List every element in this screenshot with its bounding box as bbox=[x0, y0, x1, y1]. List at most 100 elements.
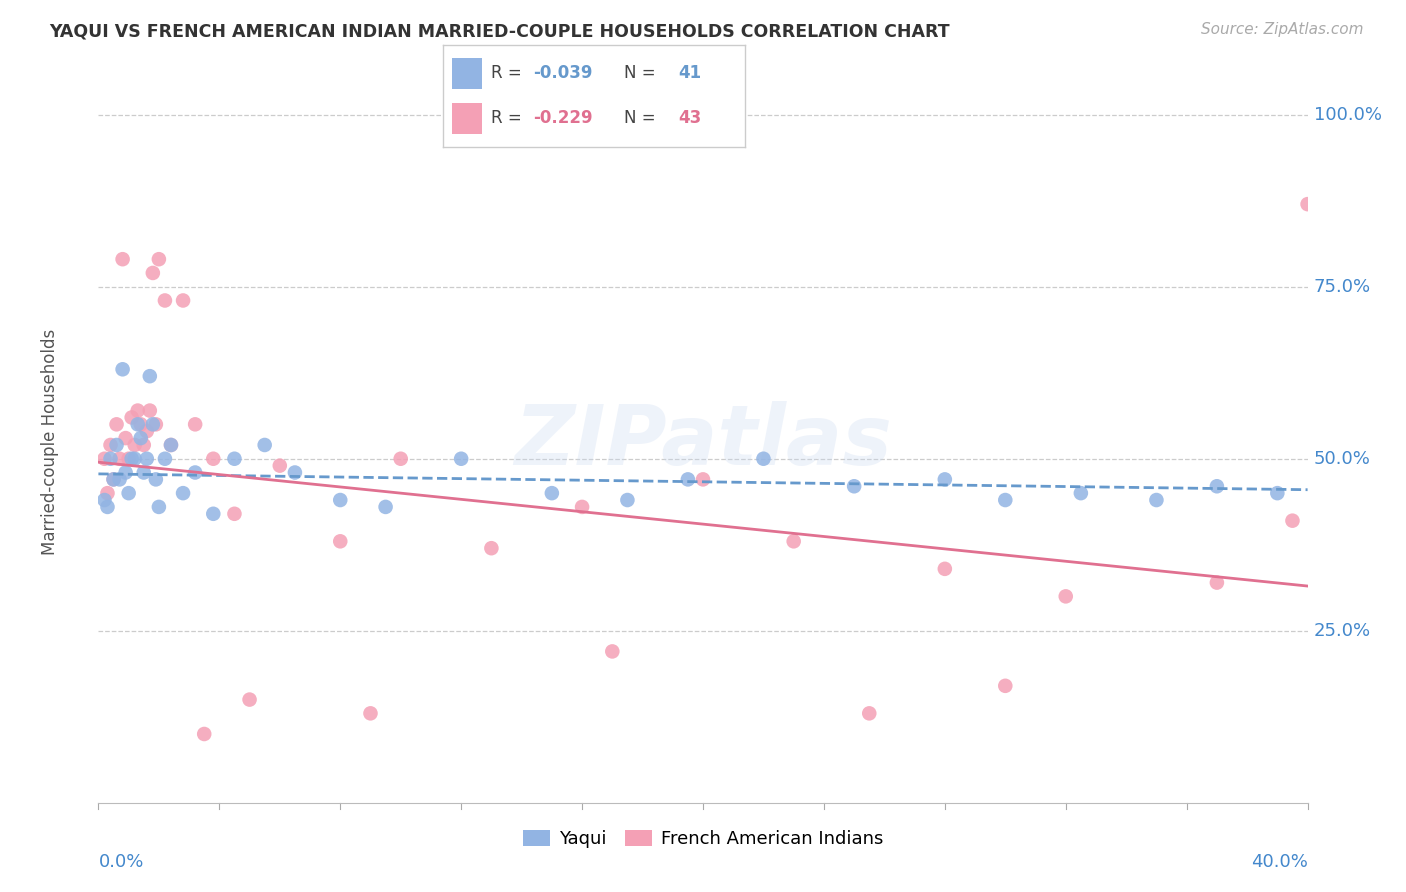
Point bbox=[1070, 486, 1092, 500]
Point bbox=[329, 493, 352, 508]
Text: Married-couple Households: Married-couple Households bbox=[41, 328, 59, 555]
Point bbox=[105, 417, 128, 432]
Text: N =: N = bbox=[624, 110, 661, 128]
Text: ZIPatlas: ZIPatlas bbox=[515, 401, 891, 482]
Point bbox=[602, 644, 624, 658]
Point bbox=[111, 252, 134, 267]
Point bbox=[100, 438, 122, 452]
Point bbox=[202, 507, 225, 521]
Point bbox=[676, 472, 699, 486]
Text: 25.0%: 25.0% bbox=[1313, 622, 1371, 640]
Point bbox=[103, 472, 125, 486]
Text: R =: R = bbox=[491, 110, 527, 128]
Point bbox=[127, 403, 149, 417]
Point bbox=[135, 451, 157, 466]
Point bbox=[692, 472, 714, 486]
Point bbox=[135, 424, 157, 438]
Point bbox=[571, 500, 593, 514]
Point bbox=[121, 451, 143, 466]
Point bbox=[145, 472, 167, 486]
Point bbox=[93, 451, 115, 466]
Bar bbox=[451, 58, 482, 88]
Text: 50.0%: 50.0% bbox=[1313, 450, 1371, 467]
Text: 43: 43 bbox=[679, 110, 702, 128]
Point bbox=[148, 252, 170, 267]
Point bbox=[124, 438, 146, 452]
Point bbox=[934, 562, 956, 576]
Point bbox=[184, 466, 207, 480]
Point bbox=[1206, 575, 1229, 590]
Point bbox=[1206, 479, 1229, 493]
Text: 41: 41 bbox=[679, 64, 702, 82]
Point bbox=[783, 534, 806, 549]
Point bbox=[103, 472, 125, 486]
Point bbox=[124, 451, 146, 466]
Point bbox=[114, 466, 136, 480]
Point bbox=[239, 692, 262, 706]
Point bbox=[224, 451, 246, 466]
Point bbox=[145, 417, 167, 432]
Point bbox=[139, 369, 162, 384]
Text: 40.0%: 40.0% bbox=[1251, 854, 1308, 871]
Point bbox=[994, 493, 1017, 508]
Point bbox=[284, 466, 307, 480]
Point bbox=[858, 706, 880, 721]
Point bbox=[172, 293, 194, 308]
Point bbox=[374, 500, 396, 514]
Point bbox=[172, 486, 194, 500]
Point bbox=[844, 479, 866, 493]
Point bbox=[193, 727, 215, 741]
Point bbox=[1054, 590, 1077, 604]
Point bbox=[934, 472, 956, 486]
Point bbox=[160, 438, 183, 452]
Point bbox=[994, 679, 1017, 693]
Point bbox=[184, 417, 207, 432]
Text: YAQUI VS FRENCH AMERICAN INDIAN MARRIED-COUPLE HOUSEHOLDS CORRELATION CHART: YAQUI VS FRENCH AMERICAN INDIAN MARRIED-… bbox=[49, 22, 950, 40]
Text: -0.039: -0.039 bbox=[534, 64, 593, 82]
Point bbox=[118, 451, 141, 466]
Point bbox=[108, 451, 131, 466]
Text: 100.0%: 100.0% bbox=[1313, 105, 1382, 124]
Point bbox=[752, 451, 775, 466]
Point bbox=[153, 451, 176, 466]
Point bbox=[202, 451, 225, 466]
Point bbox=[540, 486, 562, 500]
Point bbox=[329, 534, 352, 549]
Point bbox=[132, 438, 155, 452]
Point bbox=[253, 438, 276, 452]
Text: N =: N = bbox=[624, 64, 661, 82]
Point bbox=[114, 431, 136, 445]
Point bbox=[139, 403, 162, 417]
Point bbox=[108, 472, 131, 486]
Text: 75.0%: 75.0% bbox=[1313, 277, 1371, 296]
Point bbox=[96, 500, 118, 514]
Text: R =: R = bbox=[491, 64, 527, 82]
Text: Source: ZipAtlas.com: Source: ZipAtlas.com bbox=[1201, 22, 1364, 37]
Point bbox=[1281, 514, 1303, 528]
Point bbox=[121, 410, 143, 425]
Point bbox=[129, 417, 152, 432]
Point bbox=[1267, 486, 1289, 500]
Point bbox=[105, 438, 128, 452]
Point bbox=[224, 507, 246, 521]
Point bbox=[1296, 197, 1319, 211]
Point bbox=[93, 493, 115, 508]
Point bbox=[360, 706, 382, 721]
Point bbox=[450, 451, 472, 466]
Point bbox=[153, 293, 176, 308]
Point bbox=[127, 417, 149, 432]
Point bbox=[111, 362, 134, 376]
Bar bbox=[451, 103, 482, 134]
Point bbox=[96, 486, 118, 500]
Point bbox=[1144, 493, 1167, 508]
Point bbox=[129, 431, 152, 445]
Text: -0.229: -0.229 bbox=[534, 110, 593, 128]
Point bbox=[132, 466, 155, 480]
Point bbox=[616, 493, 638, 508]
Point bbox=[148, 500, 170, 514]
Point bbox=[100, 451, 122, 466]
Point bbox=[118, 486, 141, 500]
Point bbox=[389, 451, 412, 466]
Legend: Yaqui, French American Indians: Yaqui, French American Indians bbox=[516, 822, 890, 855]
Point bbox=[269, 458, 291, 473]
